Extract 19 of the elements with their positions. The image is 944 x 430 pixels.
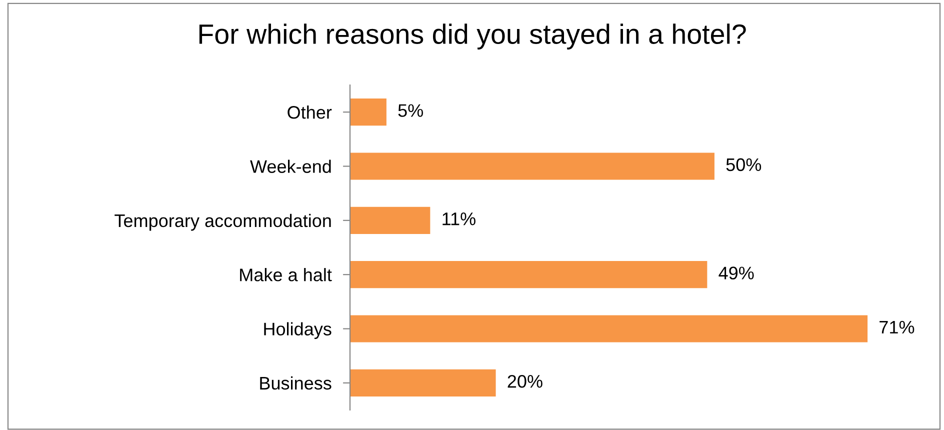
y-tick-label: Holidays	[264, 322, 332, 340]
y-tick-label: Temporary accommodation	[114, 214, 331, 231]
bar	[350, 152, 714, 180]
y-tick-label: Week-end	[250, 160, 331, 173]
y-tick-label: Make a halt	[240, 268, 332, 282]
chart-title: For which reasons did you stayed in a hotel?	[199, 24, 746, 50]
data-label: 11%	[442, 212, 476, 226]
bar	[350, 261, 708, 288]
data-label: 71%	[880, 320, 914, 334]
data-label: 20%	[508, 374, 542, 388]
bar	[350, 206, 430, 234]
bar	[350, 98, 386, 126]
y-tick-label: Business	[260, 376, 332, 390]
data-label: 50%	[726, 158, 762, 172]
data-label: 49%	[718, 266, 754, 280]
y-tick-label: Other	[288, 106, 332, 119]
bar	[350, 315, 868, 342]
bar	[350, 369, 496, 396]
data-label: 5%	[398, 104, 424, 117]
